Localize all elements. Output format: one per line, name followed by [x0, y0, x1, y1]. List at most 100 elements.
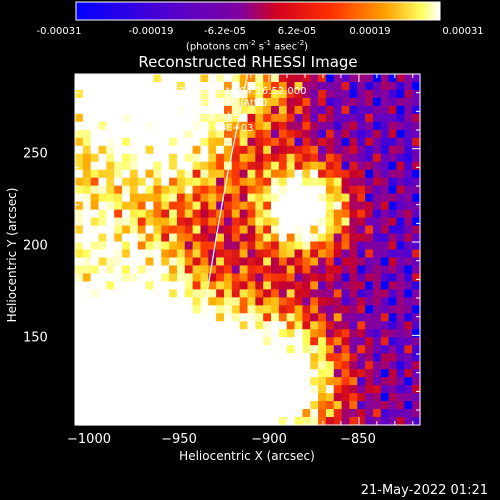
heatmap-cell: [404, 321, 413, 330]
heatmap-cell: [263, 145, 272, 155]
heatmap-cell: [223, 313, 233, 322]
heatmap-cell: [412, 113, 421, 123]
heatmap-cell: [255, 257, 264, 267]
heatmap-cell: [310, 385, 319, 394]
heatmap-cell: [208, 217, 217, 227]
heatmap-cell: [192, 129, 202, 139]
heatmap-cell: [231, 185, 241, 195]
heatmap-cell: [357, 161, 366, 171]
heatmap-cell: [223, 305, 233, 314]
heatmap-cell: [129, 161, 139, 171]
heatmap-cell: [90, 121, 100, 131]
heatmap-cell: [82, 393, 92, 402]
heatmap-cell: [271, 153, 280, 163]
heatmap-cell: [294, 233, 303, 243]
heatmap-cell: [404, 345, 413, 354]
heatmap-cell: [208, 233, 217, 243]
heatmap-cell: [294, 257, 303, 267]
heatmap-cell: [380, 265, 390, 275]
heatmap-cell: [357, 289, 366, 298]
heatmap-cell: [106, 273, 115, 283]
heatmap-cell: [106, 137, 115, 147]
heatmap-cell: [216, 353, 225, 362]
heatmap-cell: [98, 361, 107, 370]
heatmap-cell: [208, 225, 217, 235]
heatmap-cell: [247, 353, 256, 362]
heatmap-cell: [388, 185, 398, 195]
heatmap-cell: [286, 305, 296, 314]
heatmap-cell: [372, 233, 382, 243]
heatmap-cell: [169, 145, 178, 155]
heatmap-cell: [169, 249, 178, 259]
heatmap-cell: [122, 353, 131, 362]
heatmap-cell: [137, 249, 147, 259]
heatmap-cell: [106, 217, 115, 227]
heatmap-cell: [255, 185, 264, 195]
heatmap-cell: [161, 129, 170, 139]
heatmap-cell: [184, 113, 194, 123]
heatmap-cell: [333, 113, 343, 123]
heatmap-cell: [318, 329, 327, 338]
heatmap-cell: [122, 74, 131, 83]
heatmap-cell: [325, 377, 335, 386]
plot-frame: [74, 73, 421, 426]
heatmap-cell: [286, 345, 296, 354]
heatmap-cell: [239, 369, 249, 378]
heatmap-cell: [380, 257, 390, 267]
heatmap-cell: [380, 97, 390, 107]
heatmap-cell: [388, 241, 398, 251]
heatmap-cell: [247, 74, 256, 83]
heatmap-cell: [231, 321, 241, 330]
heatmap-cell: [239, 113, 249, 123]
heatmap-cell: [365, 145, 374, 155]
heatmap-cell: [98, 273, 107, 283]
heatmap-cell: [318, 89, 327, 99]
heatmap-cell: [75, 105, 84, 115]
heatmap-cell: [161, 417, 170, 426]
heatmap-cell: [341, 169, 351, 179]
heatmap-cell: [82, 193, 92, 203]
heatmap-cell: [216, 177, 225, 187]
heatmap-cell: [263, 185, 272, 195]
heatmap-cell: [318, 217, 327, 227]
heatmap-cell: [247, 217, 256, 227]
heatmap-cell: [75, 153, 84, 163]
heatmap-cell: [302, 377, 311, 386]
heatmap-cell: [184, 257, 194, 267]
chart-title: Reconstructed RHESSI Image: [138, 53, 358, 71]
heatmap-cell: [200, 281, 209, 290]
heatmap-cell: [200, 361, 209, 370]
heatmap-cell: [153, 209, 162, 219]
heatmap-cell: [239, 281, 249, 290]
heatmap-cell: [208, 177, 217, 187]
heatmap-cell: [333, 193, 343, 203]
heatmap-cell: [412, 265, 421, 275]
heatmap-cell: [153, 153, 162, 163]
heatmap-cell: [169, 74, 178, 83]
heatmap-cell: [318, 225, 327, 235]
heatmap-cell: [98, 265, 107, 275]
heatmap-cell: [333, 361, 343, 370]
heatmap-cell: [404, 177, 413, 187]
heatmap-cell: [286, 409, 296, 418]
heatmap-cell: [153, 121, 162, 131]
heatmap-cell: [122, 113, 131, 123]
heatmap-cell: [169, 185, 178, 195]
heatmap-cell: [90, 273, 100, 283]
heatmap-cell: [349, 393, 358, 402]
heatmap-cell: [255, 201, 264, 211]
heatmap-cell: [114, 113, 123, 123]
heatmap-cell: [200, 393, 209, 402]
heatmap-cell: [396, 185, 405, 195]
heatmap-cell: [396, 345, 405, 354]
heatmap-cell: [310, 169, 319, 179]
heatmap-cell: [404, 265, 413, 275]
heatmap-cell: [325, 401, 335, 410]
heatmap-cell: [169, 321, 178, 330]
heatmap-cell: [404, 113, 413, 123]
heatmap-cell: [161, 121, 170, 131]
heatmap-cell: [114, 281, 123, 290]
heatmap-cell: [169, 361, 178, 370]
heatmap-cell: [231, 74, 241, 83]
heatmap-cell: [278, 409, 288, 418]
